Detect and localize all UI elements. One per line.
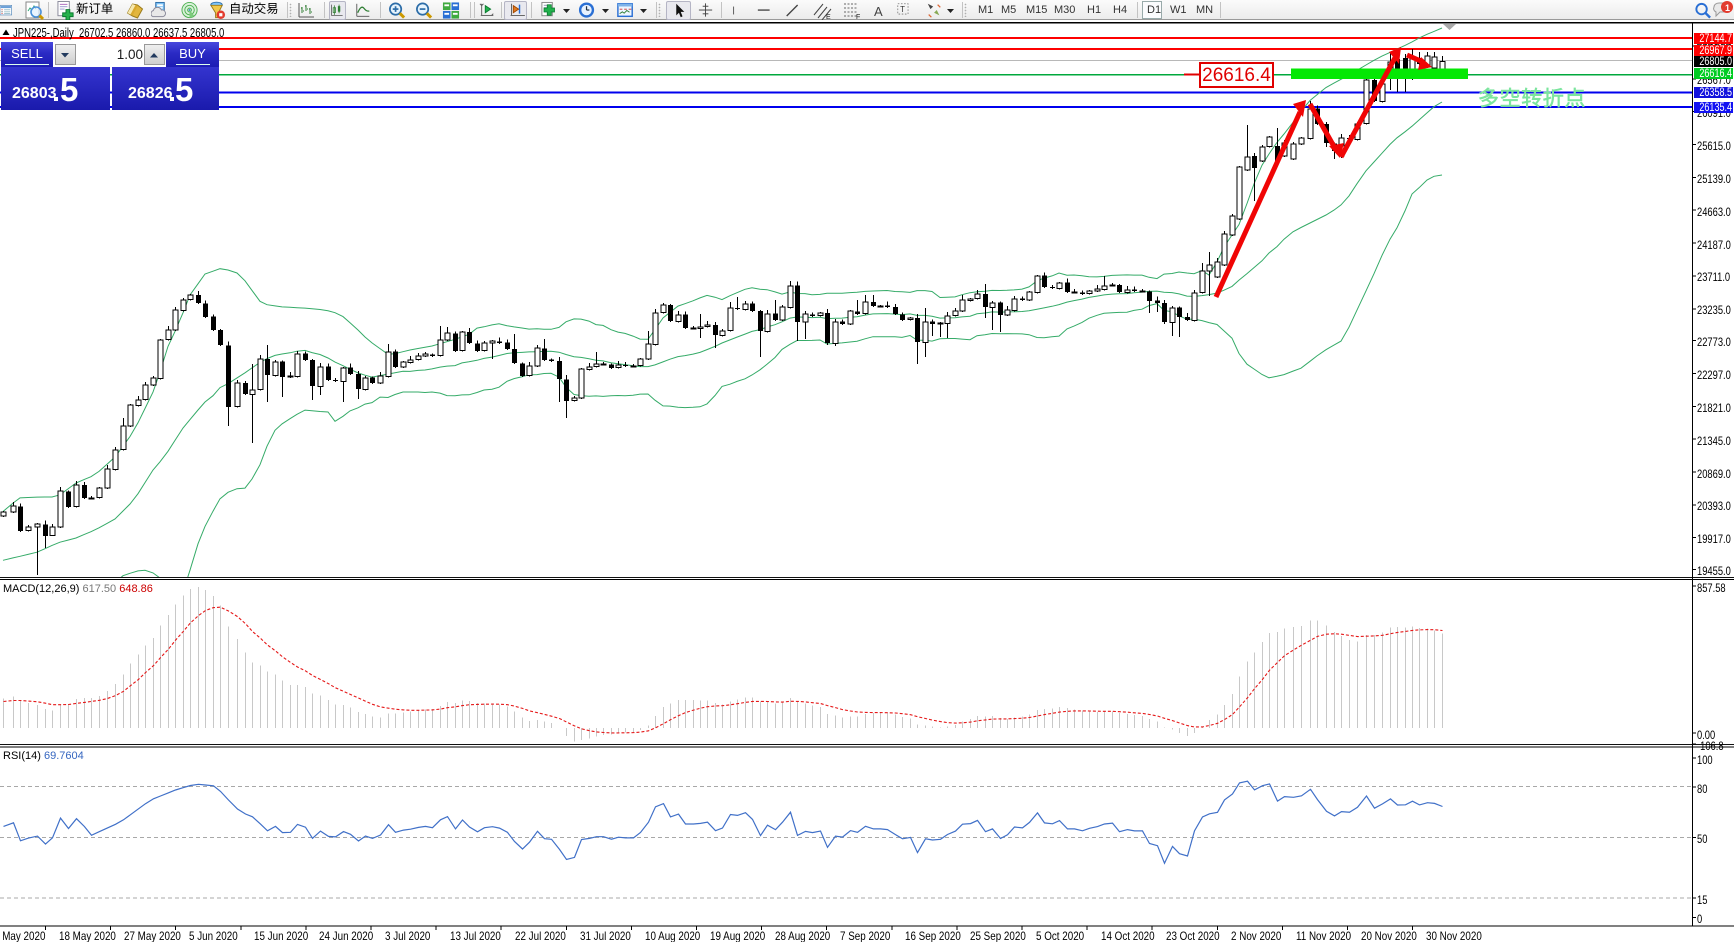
svg-text:T: T	[900, 5, 905, 14]
svg-text:1: 1	[1725, 3, 1730, 13]
svg-text:E: E	[826, 14, 831, 20]
svg-text:F: F	[856, 14, 860, 20]
